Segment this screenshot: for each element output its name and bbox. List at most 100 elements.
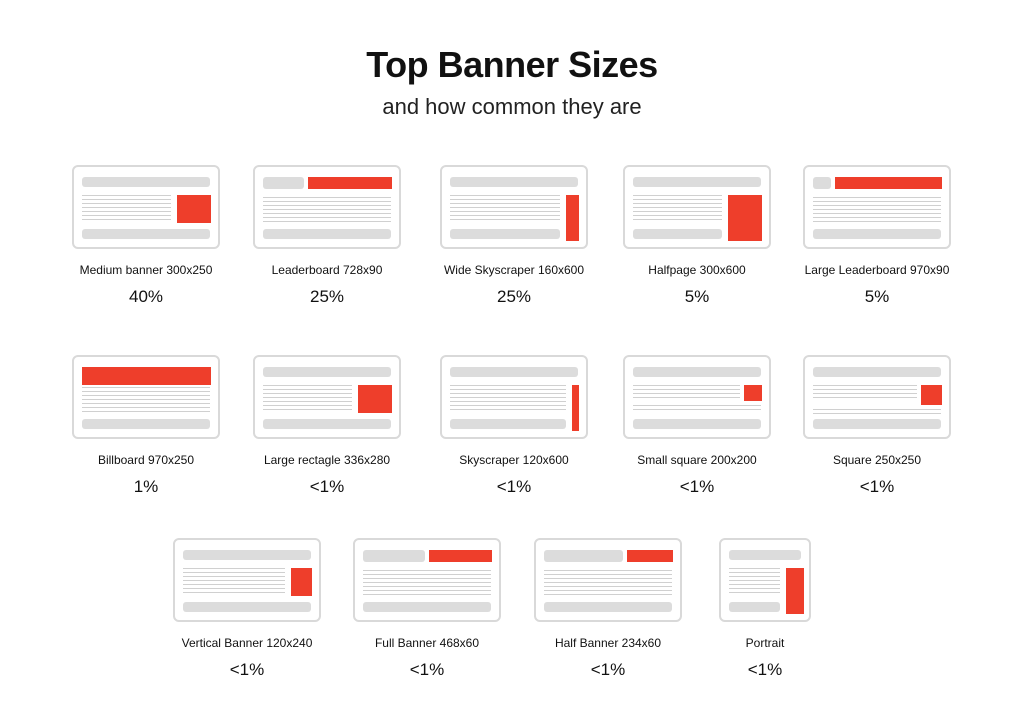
header-placeholder: [450, 367, 578, 377]
banner-label: Large rectagle 336x280: [263, 453, 391, 467]
text-lines: [263, 385, 352, 411]
banner-label: Halfpage 300x600: [648, 263, 746, 277]
ad-slot: [291, 568, 312, 596]
footer-placeholder: [450, 229, 560, 239]
banner-item: Large Leaderboard 970x90 5%: [803, 165, 951, 315]
text-lines: [729, 568, 780, 594]
footer-placeholder: [633, 229, 722, 239]
banner-label: Leaderboard 728x90: [271, 263, 383, 277]
header-placeholder: [363, 550, 425, 562]
banner-item: Leaderboard 728x90 25%: [253, 165, 401, 315]
banner-share: 5%: [684, 287, 710, 306]
footer-placeholder: [82, 229, 210, 239]
footer-placeholder: [729, 602, 780, 612]
text-lines: [633, 385, 740, 401]
banner-share: 5%: [864, 287, 890, 306]
header-placeholder: [263, 367, 391, 377]
ad-slot: [835, 177, 942, 189]
banner-item: Vertical Banner 120x240 <1%: [173, 538, 321, 688]
header-placeholder: [183, 550, 311, 560]
footer-placeholder: [363, 602, 491, 612]
header-placeholder: [633, 367, 761, 377]
text-lines: [183, 568, 285, 594]
header-placeholder: [729, 550, 801, 560]
footer-placeholder: [633, 419, 761, 429]
banner-mockup: [623, 355, 771, 439]
ad-slot: [744, 385, 762, 401]
banner-item: Billboard 970x250 1%: [72, 355, 220, 505]
banner-mockup: [534, 538, 682, 622]
text-lines: [82, 387, 210, 413]
header-placeholder: [813, 367, 941, 377]
page-subtitle: and how common they are: [382, 94, 642, 119]
text-lines: [82, 195, 171, 221]
text-lines: [813, 197, 941, 223]
footer-placeholder: [263, 229, 391, 239]
footer-placeholder: [544, 602, 672, 612]
banner-item: Full Banner 468x60 <1%: [353, 538, 501, 688]
banner-share: <1%: [679, 477, 715, 496]
banner-label: Wide Skyscraper 160x600: [443, 263, 585, 277]
banner-mockup: [173, 538, 321, 622]
ad-slot: [786, 568, 804, 614]
footer-placeholder: [450, 419, 566, 429]
banner-mockup: [72, 165, 220, 249]
text-lines: [450, 195, 560, 221]
header-placeholder: [450, 177, 578, 187]
banner-item: Wide Skyscraper 160x600 25%: [440, 165, 588, 315]
banner-mockup: [440, 165, 588, 249]
banner-item: Medium banner 300x250 40%: [72, 165, 220, 315]
text-lines: [450, 385, 566, 411]
banner-item: Half Banner 234x60 <1%: [534, 538, 682, 688]
text-lines: [363, 570, 491, 596]
banner-item: Portrait <1%: [719, 538, 811, 688]
banner-label: Large Leaderboard 970x90: [804, 263, 950, 277]
header-placeholder: [544, 550, 623, 562]
banner-label: Half Banner 234x60: [554, 636, 662, 650]
banner-item: Skyscraper 120x600 <1%: [440, 355, 588, 505]
banner-item: Large rectagle 336x280 <1%: [253, 355, 401, 505]
banner-label: Portrait: [745, 636, 785, 650]
ad-slot: [358, 385, 392, 413]
banner-mockup: [623, 165, 771, 249]
ad-slot: [82, 367, 211, 385]
footer-placeholder: [183, 602, 311, 612]
banner-mockup: [719, 538, 811, 622]
ad-slot: [572, 385, 579, 431]
banner-mockup: [440, 355, 588, 439]
footer-placeholder: [82, 419, 210, 429]
banner-share: <1%: [747, 660, 783, 679]
footer-placeholder: [263, 419, 391, 429]
banner-label: Square 250x250: [832, 453, 922, 467]
ad-slot: [921, 385, 942, 405]
text-lines: [633, 195, 722, 221]
footer-placeholder: [813, 419, 941, 429]
ad-slot: [728, 195, 762, 241]
banner-item: Halfpage 300x600 5%: [623, 165, 771, 315]
banner-mockup: [253, 355, 401, 439]
banner-mockup: [803, 165, 951, 249]
banner-share: <1%: [309, 477, 345, 496]
ad-slot: [566, 195, 579, 241]
banner-label: Vertical Banner 120x240: [181, 636, 313, 650]
ad-slot: [177, 195, 211, 223]
banner-label: Medium banner 300x250: [79, 263, 213, 277]
banner-share: <1%: [229, 660, 265, 679]
banner-share: 1%: [133, 477, 159, 496]
banner-mockup: [253, 165, 401, 249]
banner-label: Full Banner 468x60: [374, 636, 480, 650]
footer-placeholder: [813, 229, 941, 239]
banner-mockup: [72, 355, 220, 439]
header-placeholder: [263, 177, 304, 189]
banner-share: <1%: [496, 477, 532, 496]
banner-share: <1%: [409, 660, 445, 679]
text-lines: [263, 197, 391, 223]
ad-slot: [429, 550, 492, 562]
text-lines: [813, 385, 917, 401]
banner-mockup: [353, 538, 501, 622]
header-placeholder: [813, 177, 831, 189]
banner-share: <1%: [590, 660, 626, 679]
text-lines: [544, 570, 672, 596]
page-title: Top Banner Sizes: [366, 44, 658, 85]
text-lines: [633, 405, 761, 413]
